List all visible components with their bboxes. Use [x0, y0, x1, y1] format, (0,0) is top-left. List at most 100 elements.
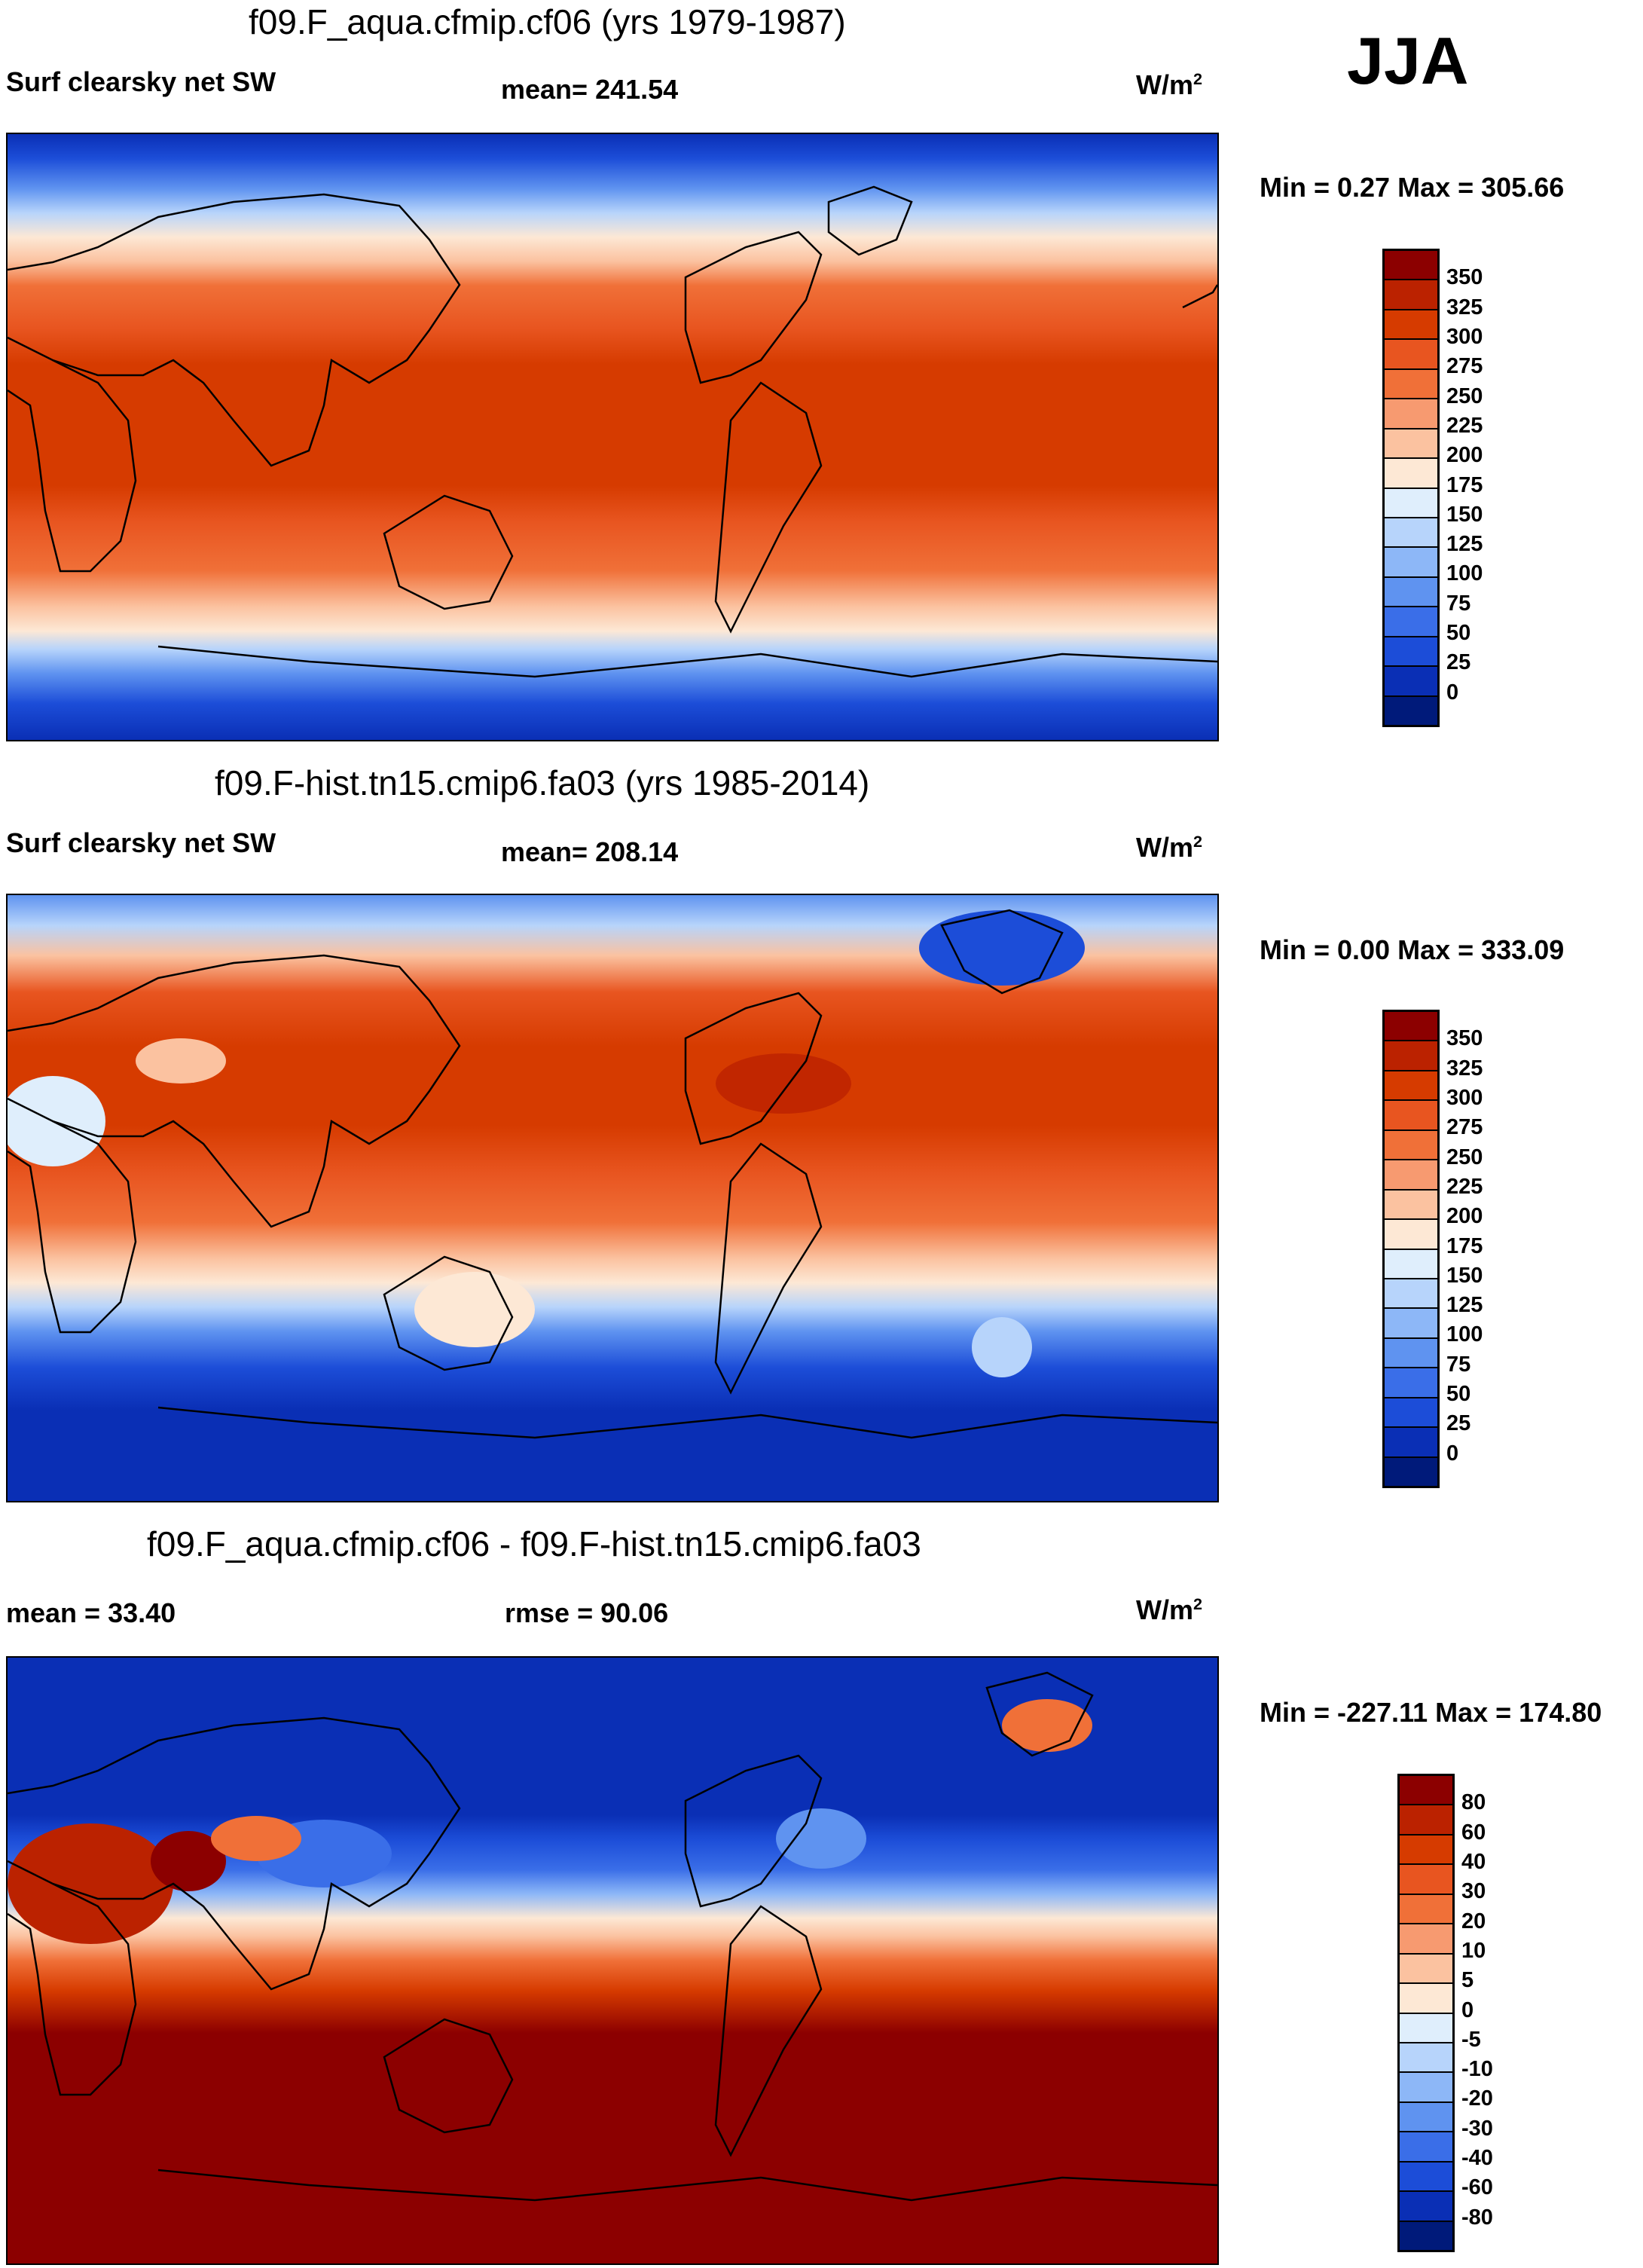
colorbar-1-segment	[1385, 398, 1437, 428]
colorbar-2-tick-label: 300	[1446, 1085, 1483, 1110]
colorbar-2-tick-label: 0	[1446, 1441, 1459, 1466]
colorbar-2-segment	[1385, 1277, 1437, 1308]
colorbar-3-segment	[1400, 2131, 1452, 2161]
colorbar-3-segment	[1400, 2012, 1452, 2042]
colorbar-2-segment	[1385, 1069, 1437, 1100]
colorbar-2-segment	[1385, 1218, 1437, 1249]
colorbar-1-segment	[1385, 308, 1437, 339]
colorbar-2-tick-label: 75	[1446, 1352, 1471, 1377]
colorbar-1-segment	[1385, 368, 1437, 399]
colorbar-3-segment	[1400, 2101, 1452, 2132]
colorbar-1-tick-label: 125	[1446, 532, 1483, 557]
panel-1-minmax: Min = 0.27 Max = 305.66	[1260, 172, 1565, 203]
colorbar-1-tick-label: 350	[1446, 265, 1483, 290]
colorbar-1-tick-label: 200	[1446, 443, 1483, 468]
colorbar-1-tick-label: 100	[1446, 561, 1483, 586]
colorbar-2-segment	[1385, 1129, 1437, 1160]
panel-3-coastlines	[8, 1671, 1217, 2202]
colorbar-1-segment	[1385, 695, 1437, 725]
colorbar-2-segment	[1385, 1159, 1437, 1189]
panel-2-coastlines	[8, 909, 1217, 1439]
colorbar-2-tick-label: 250	[1446, 1145, 1483, 1169]
colorbar-2-segment	[1385, 1426, 1437, 1456]
colorbar-3-tick-label: -30	[1461, 2116, 1493, 2141]
colorbar-1-segment	[1385, 576, 1437, 607]
colorbar-2-segment	[1385, 1099, 1437, 1129]
colorbar-1-tick-label: 75	[1446, 591, 1471, 616]
panel-3-minmax: Min = -227.11 Max = 174.80	[1260, 1697, 1602, 1728]
colorbar-2-tick-label: 225	[1446, 1174, 1483, 1199]
colorbar-2-segment	[1385, 1012, 1437, 1041]
colorbar-3-segment	[1400, 1893, 1452, 1924]
colorbar-3-segment	[1400, 1776, 1452, 1805]
panel-1-title: f09.F_aqua.cfmip.cf06 (yrs 1979-1987)	[249, 2, 846, 41]
colorbar-2-segment	[1385, 1337, 1437, 1368]
panel-2-units: W/m2	[1136, 832, 1203, 863]
colorbar-3-tick-label: 60	[1461, 1820, 1486, 1845]
colorbar-3-segment	[1400, 1863, 1452, 1894]
colorbar-3-tick-label: 10	[1461, 1938, 1486, 1963]
colorbar-1-tick-label: 150	[1446, 502, 1483, 527]
colorbar-3-segment	[1400, 2160, 1452, 2191]
colorbar-1-tick-label: 300	[1446, 324, 1483, 349]
colorbar-3-segment	[1400, 2190, 1452, 2221]
colorbar-2-tick-label: 100	[1446, 1322, 1483, 1347]
colorbar-3-tick-label: -40	[1461, 2146, 1493, 2171]
colorbar-2-segment	[1385, 1367, 1437, 1397]
panel-3-title: f09.F_aqua.cfmip.cf06 - f09.F-hist.tn15.…	[147, 1524, 921, 1563]
colorbar-1-segment	[1385, 516, 1437, 547]
colorbar-3-segment	[1400, 2041, 1452, 2072]
colorbar-3-tick-label: 40	[1461, 1849, 1486, 1874]
panel-2-mean-label: mean= 208.14	[501, 836, 679, 867]
colorbar-1-tick-label: 25	[1446, 650, 1471, 675]
colorbar-3-tick-label: -20	[1461, 2086, 1493, 2111]
colorbar-2-tick-label: 350	[1446, 1026, 1483, 1051]
panel-3-units: W/m2	[1136, 1594, 1203, 1625]
panel-2-map-svg	[8, 895, 1217, 1501]
colorbar-3-tick-label: 5	[1461, 1968, 1474, 1993]
colorbar-2-tick-label: 200	[1446, 1204, 1483, 1229]
panel-3-colorbar	[1397, 1774, 1455, 2252]
panel-1-colorbar-ticks: 350 325 300 275 250 225 200 175 150 125 100 75 50 25 0	[1446, 249, 1537, 723]
colorbar-3-segment	[1400, 1833, 1452, 1864]
colorbar-1-segment	[1385, 665, 1437, 695]
panel-3-mean-label: mean = 33.40	[6, 1597, 176, 1628]
panel-3-map	[6, 1656, 1219, 2265]
colorbar-2-segment	[1385, 1248, 1437, 1278]
panel-2-variable-label: Surf clearsky net SW	[6, 827, 276, 858]
colorbar-3-tick-label: -60	[1461, 2175, 1493, 2200]
panel-1-map-svg	[8, 134, 1217, 740]
colorbar-1-segment	[1385, 279, 1437, 309]
colorbar-2-segment	[1385, 1040, 1437, 1070]
colorbar-1-tick-label: 175	[1446, 472, 1483, 497]
colorbar-1-tick-label: 225	[1446, 413, 1483, 438]
colorbar-3-segment	[1400, 1952, 1452, 1983]
colorbar-1-tick-label: 0	[1446, 680, 1459, 705]
panel-2-minmax: Min = 0.00 Max = 333.09	[1260, 934, 1565, 965]
colorbar-3-tick-label: -80	[1461, 2205, 1493, 2230]
colorbar-3-segment	[1400, 2220, 1452, 2250]
colorbar-2-tick-label: 325	[1446, 1056, 1483, 1081]
colorbar-1-segment	[1385, 635, 1437, 666]
panel-2-title: f09.F-hist.tn15.cmip6.fa03 (yrs 1985-201…	[215, 763, 870, 802]
colorbar-2-segment	[1385, 1396, 1437, 1427]
panel-3-rmse-label: rmse = 90.06	[505, 1597, 669, 1628]
colorbar-3-tick-label: -10	[1461, 2057, 1493, 2082]
panel-2-colorbar	[1382, 1010, 1440, 1488]
panel-2-colorbar-ticks: 350 325 300 275 250 225 200 175 150 125 100 75 50 25 0	[1446, 1010, 1537, 1484]
panel-1-coastlines	[8, 185, 1217, 678]
colorbar-3-tick-label: 30	[1461, 1879, 1486, 1904]
colorbar-1-segment	[1385, 546, 1437, 576]
panel-1-mean-label: mean= 241.54	[501, 74, 679, 105]
colorbar-2-segment	[1385, 1188, 1437, 1219]
colorbar-3-segment	[1400, 1923, 1452, 1953]
panel-1-units: W/m2	[1136, 69, 1203, 100]
panel-1-colorbar	[1382, 249, 1440, 727]
colorbar-2-tick-label: 175	[1446, 1233, 1483, 1258]
colorbar-1-segment	[1385, 457, 1437, 488]
colorbar-3-segment	[1400, 1982, 1452, 2013]
colorbar-1-tick-label: 250	[1446, 384, 1483, 408]
colorbar-3-tick-label: 80	[1461, 1790, 1486, 1815]
colorbar-2-segment	[1385, 1456, 1437, 1486]
colorbar-1-tick-label: 275	[1446, 354, 1483, 379]
